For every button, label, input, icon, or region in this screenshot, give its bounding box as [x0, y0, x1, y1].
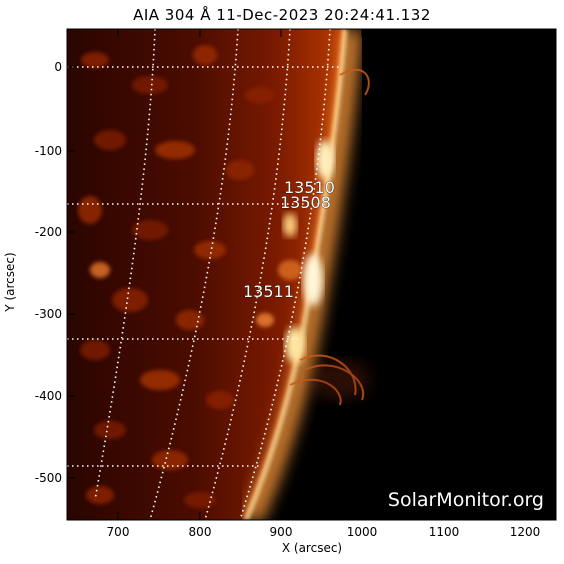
x-tick-label: 800 [189, 525, 212, 539]
prominence-haze [310, 360, 370, 400]
y-axis-label-box: Y (arcsec) [1, 232, 19, 332]
heliographic-grid [67, 29, 340, 520]
y-tick-label: -300 [35, 307, 62, 321]
sun-image [67, 29, 556, 520]
image-frame [66, 28, 557, 521]
x-axis-label: X (arcsec) [281, 541, 343, 555]
y-tick-label: 0 [54, 60, 62, 74]
x-tick-label: 1000 [347, 525, 378, 539]
y-axis-label: Y (arcsec) [3, 252, 17, 312]
x-axis [117, 29, 526, 520]
x-tick-label: 1200 [510, 525, 541, 539]
y-tick-label: -400 [35, 389, 62, 403]
region-label: 13510 [284, 178, 335, 197]
region-label: 13511 [243, 282, 294, 301]
region-label: 13508 [280, 193, 331, 212]
x-tick-label: 1100 [429, 525, 460, 539]
x-tick-label: 900 [270, 525, 293, 539]
y-axis [67, 66, 556, 479]
y-tick-label: -500 [35, 471, 62, 485]
y-tick-label: -200 [35, 225, 62, 239]
y-tick-label: -100 [35, 144, 62, 158]
watermark: SolarMonitor.org [388, 489, 544, 511]
disk-mottling [78, 45, 302, 508]
active-region-brightenings [283, 140, 334, 363]
limb-glow [243, 29, 361, 520]
x-tick-label: 700 [107, 525, 130, 539]
solar-disk [67, 29, 345, 520]
limb-bright-edge [243, 29, 348, 520]
image-title: AIA 304 Å 11-Dec-2023 20:24:41.132 [133, 6, 431, 24]
